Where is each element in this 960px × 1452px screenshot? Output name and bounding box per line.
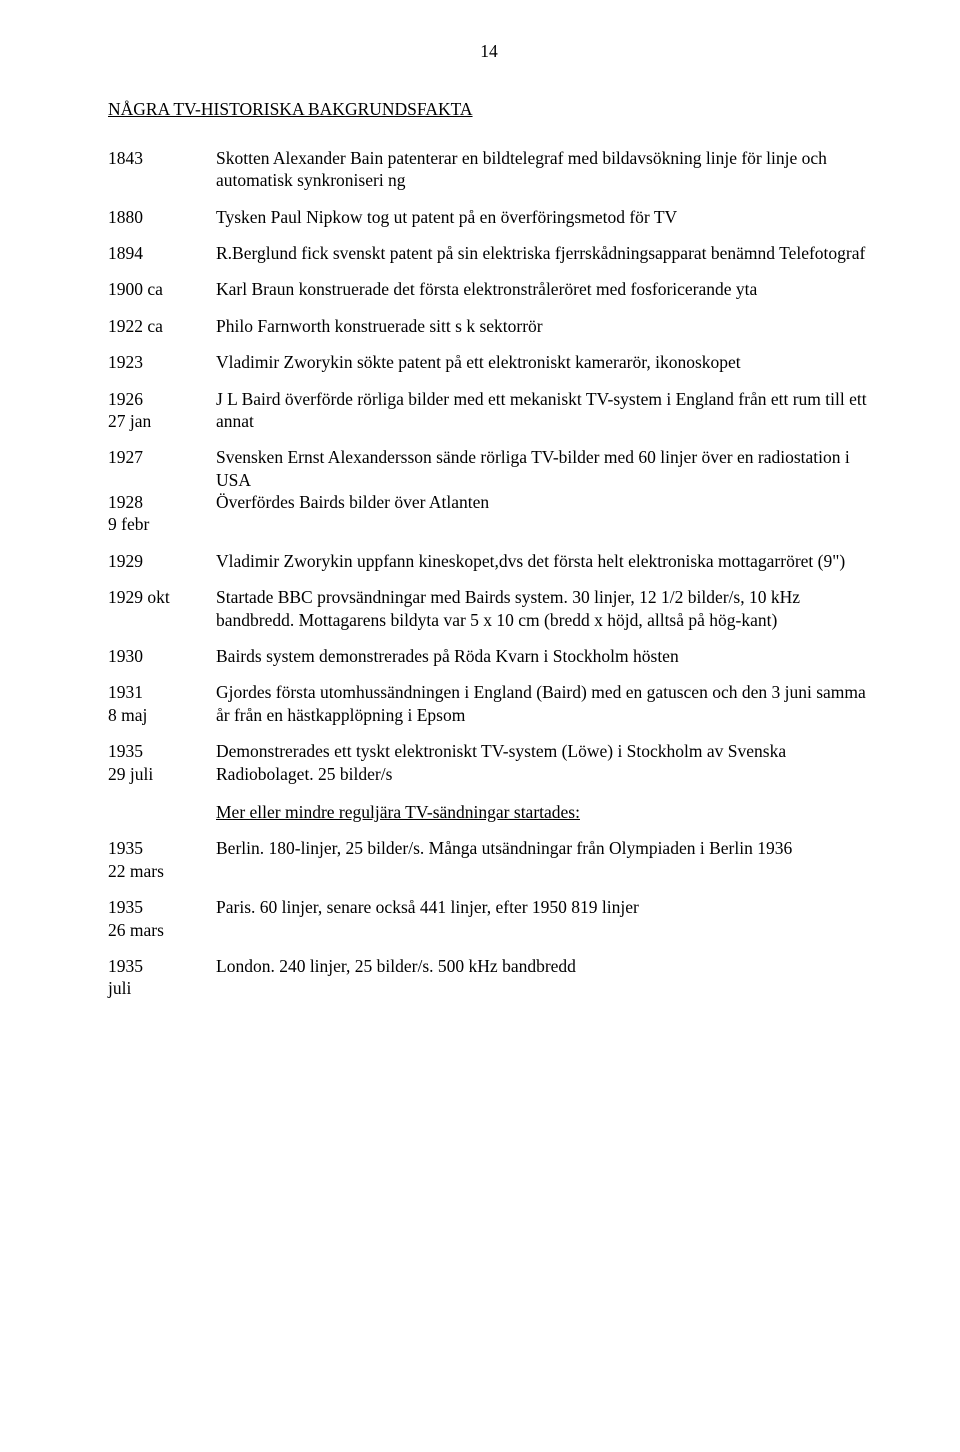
entry-year: 1935 26 mars	[108, 896, 216, 941]
entry-year: 1926 27 jan	[108, 388, 216, 433]
entry-description: London. 240 linjer, 25 bilder/s. 500 kHz…	[216, 955, 870, 977]
entry-year: 1923	[108, 351, 216, 373]
entry-row: 1922 caPhilo Farnworth konstruerade sitt…	[108, 315, 870, 337]
entry-row: 1935 juliLondon. 240 linjer, 25 bilder/s…	[108, 955, 870, 1000]
page-number: 14	[108, 40, 870, 62]
entry-row: 1935 22 marsBerlin. 180-linjer, 25 bilde…	[108, 837, 870, 882]
entry-row: 1843Skotten Alexander Bain patenterar en…	[108, 147, 870, 192]
entry-year: 1900 ca	[108, 278, 216, 300]
entry-description: Paris. 60 linjer, senare också 441 linje…	[216, 896, 870, 918]
entry-description: Tysken Paul Nipkow tog ut patent på en ö…	[216, 206, 870, 228]
entry-row: 1927 1928 9 febrSvensken Ernst Alexander…	[108, 446, 870, 536]
entry-year: 1880	[108, 206, 216, 228]
entry-row: 1900 caKarl Braun konstruerade det först…	[108, 278, 870, 300]
entry-description: Berlin. 180-linjer, 25 bilder/s. Många u…	[216, 837, 870, 859]
entry-year: 1929	[108, 550, 216, 572]
entry-year: 1935 22 mars	[108, 837, 216, 882]
entry-description: Svensken Ernst Alexandersson sände rörli…	[216, 446, 870, 513]
entry-description: R.Berglund fick svenskt patent på sin el…	[216, 242, 870, 264]
entry-row: 1935 29 juliDemonstrerades ett tyskt ele…	[108, 740, 870, 785]
entry-description: Karl Braun konstruerade det första elekt…	[216, 278, 870, 300]
entry-description: Vladimir Zworykin uppfann kineskopet,dvs…	[216, 550, 870, 572]
entry-description: Startade BBC provsändningar med Bairds s…	[216, 586, 870, 631]
entry-year: 1922 ca	[108, 315, 216, 337]
entry-row: 1923Vladimir Zworykin sökte patent på et…	[108, 351, 870, 373]
entry-row: 1929 oktStartade BBC provsändningar med …	[108, 586, 870, 631]
entry-year: 1894	[108, 242, 216, 264]
entry-row: 1930Bairds system demonstrerades på Röda…	[108, 645, 870, 667]
entry-description: Bairds system demonstrerades på Röda Kva…	[216, 645, 870, 667]
entry-row: 1931 8 majGjordes första utomhussändning…	[108, 681, 870, 726]
subheading: Mer eller mindre reguljära TV-sändningar…	[216, 801, 870, 823]
entry-row: 1894R.Berglund fick svenskt patent på si…	[108, 242, 870, 264]
entry-description: Skotten Alexander Bain patenterar en bil…	[216, 147, 870, 192]
entry-description: Vladimir Zworykin sökte patent på ett el…	[216, 351, 870, 373]
entry-description: Demonstrerades ett tyskt elektroniskt TV…	[216, 740, 870, 785]
entry-row: 1929Vladimir Zworykin uppfann kineskopet…	[108, 550, 870, 572]
entry-year: 1930	[108, 645, 216, 667]
entry-year: 1935 juli	[108, 955, 216, 1000]
entries-list: 1843Skotten Alexander Bain patenterar en…	[108, 147, 870, 785]
entry-row: 1935 26 marsParis. 60 linjer, senare ock…	[108, 896, 870, 941]
entry-row: 1880Tysken Paul Nipkow tog ut patent på …	[108, 206, 870, 228]
entry-description: Gjordes första utomhussändningen i Engla…	[216, 681, 870, 726]
entry-year: 1843	[108, 147, 216, 169]
entry-year: 1927 1928 9 febr	[108, 446, 216, 536]
entry-year: 1935 29 juli	[108, 740, 216, 785]
entries-list-2: 1935 22 marsBerlin. 180-linjer, 25 bilde…	[108, 837, 870, 999]
entry-description: J L Baird överförde rörliga bilder med e…	[216, 388, 870, 433]
page-title: NÅGRA TV-HISTORISKA BAKGRUNDSFAKTA	[108, 98, 870, 120]
entry-row: 1926 27 janJ L Baird överförde rörliga b…	[108, 388, 870, 433]
entry-year: 1929 okt	[108, 586, 216, 608]
entry-year: 1931 8 maj	[108, 681, 216, 726]
entry-description: Philo Farnworth konstruerade sitt s k se…	[216, 315, 870, 337]
